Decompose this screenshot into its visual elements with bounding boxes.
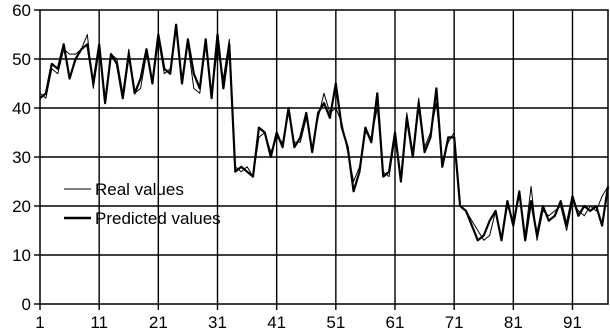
tick-label-y-50: 50	[12, 50, 31, 69]
tick-label-x-21: 21	[149, 313, 168, 332]
tick-label-x-11: 11	[90, 313, 108, 332]
legend-label-predicted-values: Predicted values	[95, 209, 221, 228]
tick-label-y-30: 30	[12, 148, 31, 167]
tick-label-y-40: 40	[12, 99, 31, 118]
tick-label-x-91: 91	[563, 313, 582, 332]
tick-label-x-51: 51	[326, 313, 345, 332]
tick-label-y-60: 60	[12, 1, 31, 20]
legend: Real values Predicted values	[64, 180, 221, 228]
tick-label-x-61: 61	[386, 313, 405, 332]
tick-label-y-10: 10	[12, 246, 31, 265]
tick-label-x-81: 81	[504, 313, 523, 332]
tick-label-y-0: 0	[22, 295, 31, 314]
legend-label-real-values: Real values	[95, 180, 184, 199]
tick-label-x-1: 1	[35, 313, 44, 332]
tick-label-x-31: 31	[208, 313, 227, 332]
series-layer	[39, 23, 610, 242]
tick-label-x-41: 41	[267, 313, 286, 332]
tick-label-y-20: 20	[12, 197, 31, 216]
tick-label-x-71: 71	[445, 313, 464, 332]
series-line-predicted-values	[39, 23, 610, 242]
grid-lines	[40, 10, 608, 304]
